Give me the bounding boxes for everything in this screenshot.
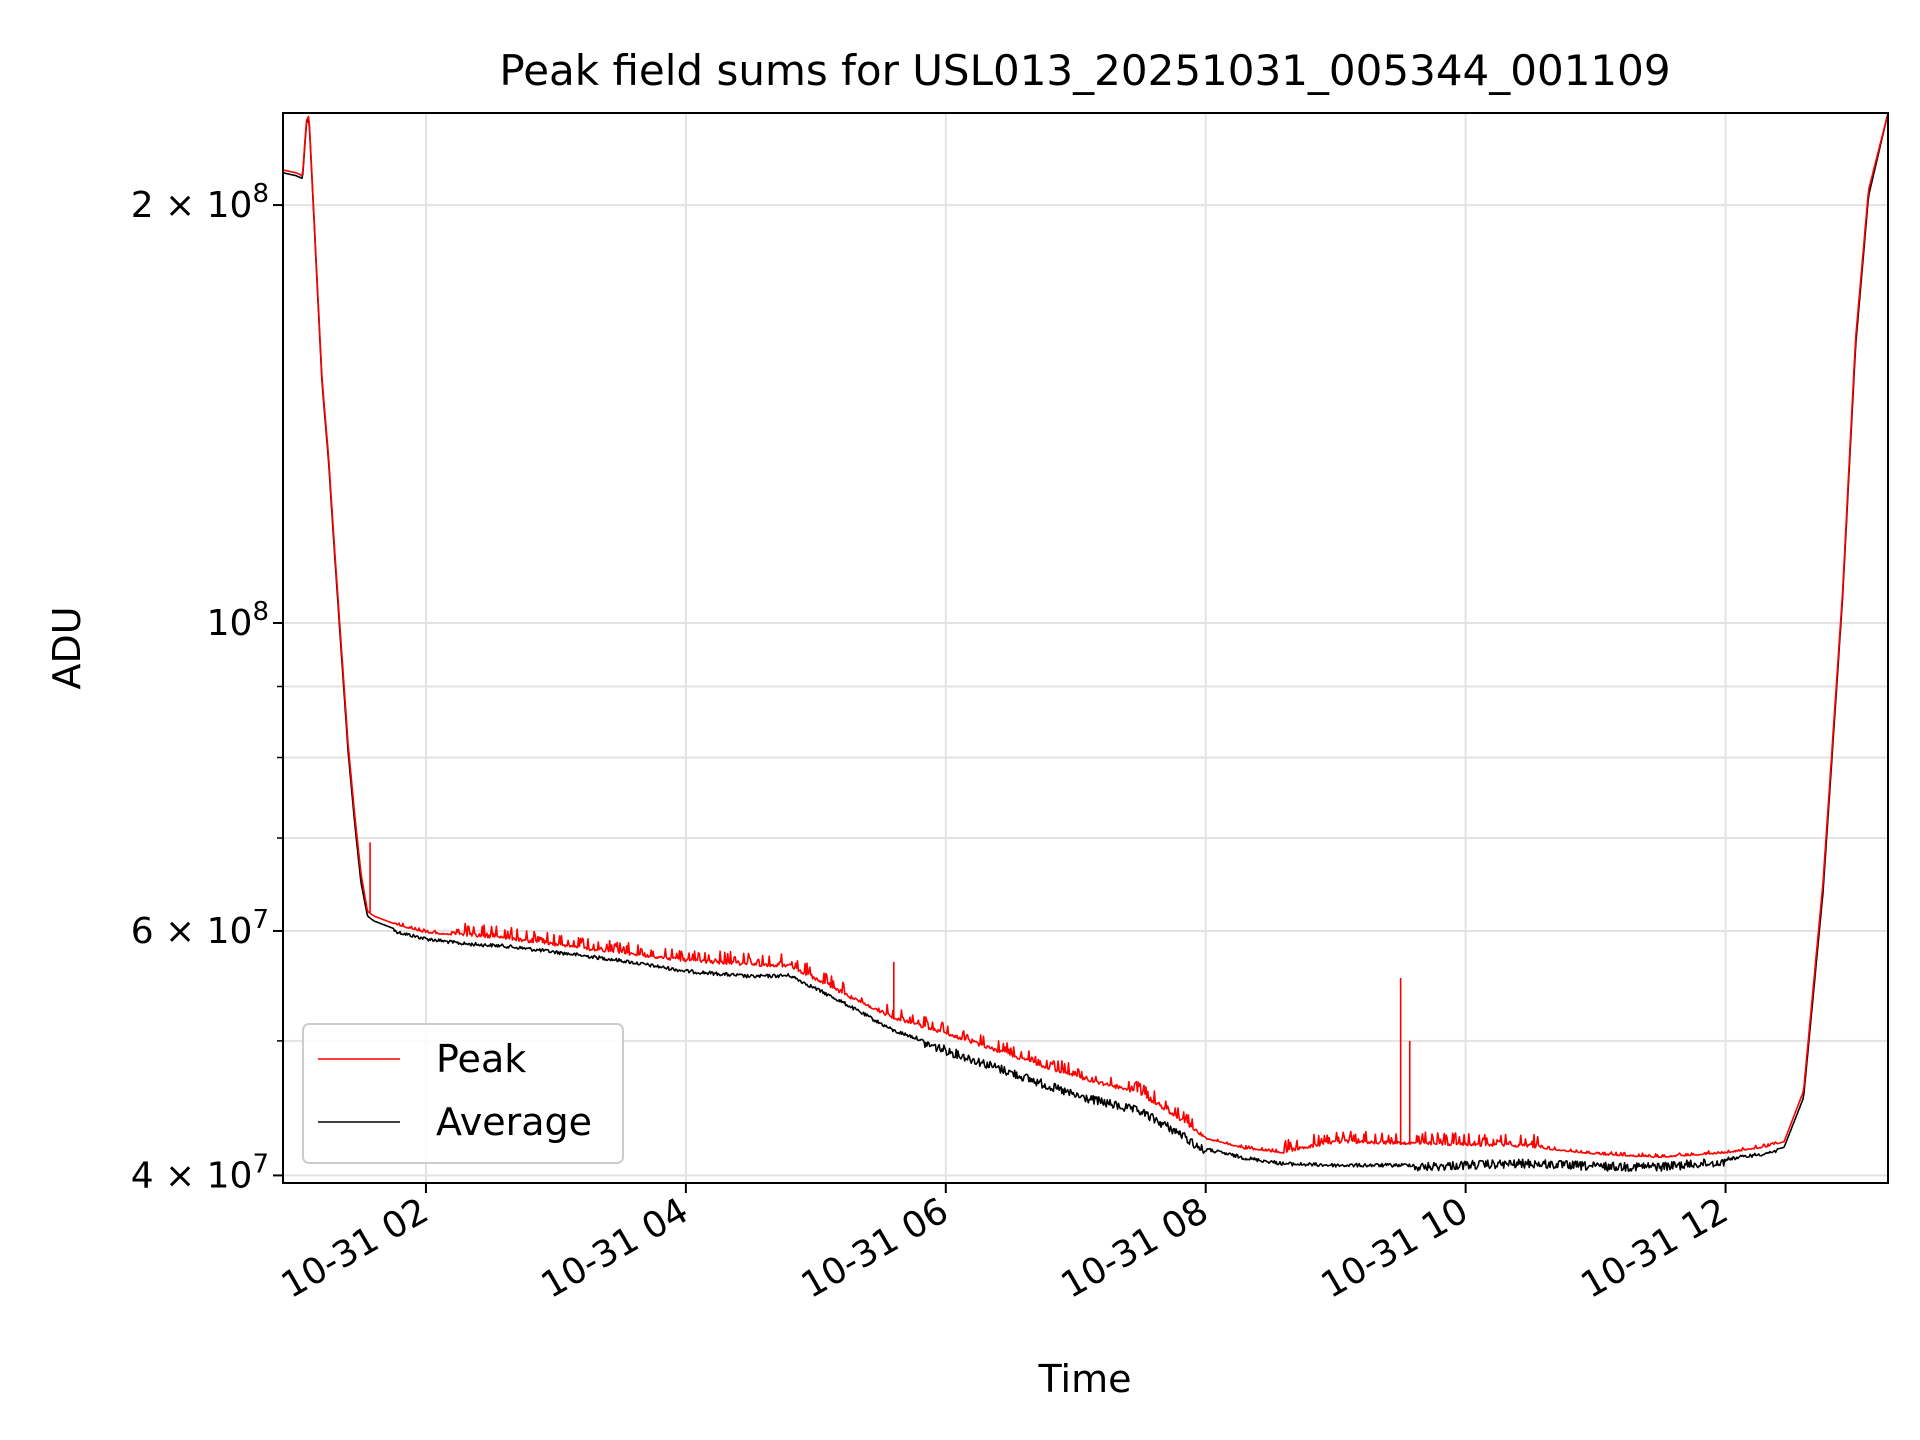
y-axis-ticks: 4 × 107 6 × 107 108 2 × 108 (131, 179, 283, 1196)
grid-lines (283, 113, 1888, 1183)
series-line-average (283, 113, 1888, 1172)
plot-frame (282, 112, 1889, 1184)
y-tick-label: 108 (207, 597, 269, 644)
y-axis-label: ADU (45, 606, 89, 689)
legend-label-average: Average (436, 1100, 592, 1144)
series-layer (283, 113, 1888, 1172)
y-tick-label: 4 × 107 (131, 1149, 269, 1196)
x-axis-label: Time (1038, 1357, 1132, 1401)
legend: Peak Average (302, 1023, 624, 1164)
y-tick-label: 6 × 107 (131, 905, 269, 952)
legend-label-peak: Peak (436, 1037, 526, 1081)
chart-title: Peak field sums for USL013_20251031_0053… (499, 46, 1670, 95)
y-tick-label: 2 × 108 (131, 179, 269, 226)
series-line-peak (283, 113, 1888, 1159)
